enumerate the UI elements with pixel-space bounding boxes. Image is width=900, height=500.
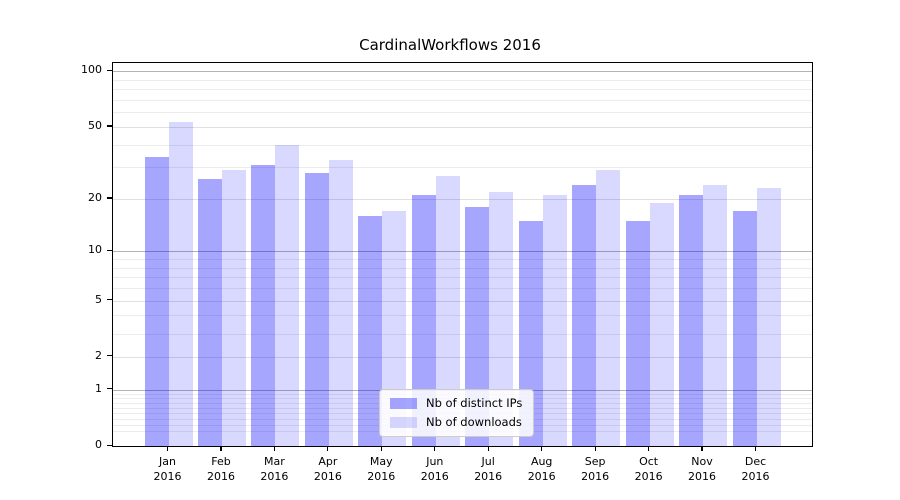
bar-aug-downloads [542,195,567,446]
x-tick-label-oct: Oct 2016 [634,455,663,483]
y-tick-label-0: 0 [95,438,102,451]
gridline-y-60 [113,112,812,114]
legend: Nb of distinct IPs Nb of downloads [379,389,535,437]
y-tick-label-20: 20 [88,190,102,204]
x-tick-label-aug: Aug 2016 [527,455,556,483]
y-tick-label-10: 10 [88,243,102,257]
y-tick-50 [107,125,112,127]
x-tick-sep [594,446,596,451]
x-tick-jan [166,446,169,451]
x-tick-jun [434,446,436,451]
gridline-y-7 [113,277,812,279]
y-tick-100 [107,69,112,72]
bar-jan-distinct-ips [144,157,169,446]
gridline-y-80 [113,89,812,91]
x-tick-label-may: May 2016 [367,455,396,483]
y-tick-label-50: 50 [88,118,102,132]
x-axis: Jan 2016 Feb 2016 Mar 2016 Apr 2016 May 2016… [112,445,811,500]
y-tick-0 [107,444,112,446]
legend-label-distinct-ips: Nb of distinct IPs [426,396,523,410]
y-tick-label-1: 1 [95,381,102,395]
bar-mar-downloads [275,144,300,446]
y-tick-label-5: 5 [95,292,102,306]
x-tick-label-apr: Apr 2016 [313,455,342,483]
y-tick-label-100: 100 [81,63,102,77]
bar-sep-distinct-ips [572,184,597,446]
bar-dec-distinct-ips [732,211,757,446]
bar-feb-downloads [222,169,246,446]
x-tick-label-feb: Feb 2016 [207,455,235,483]
legend-label-downloads: Nb of downloads [426,415,522,429]
x-tick-label-nov: Nov 2016 [688,455,716,483]
y-tick-label-2: 2 [95,348,102,362]
x-tick-label-jan: Jan 2016 [153,455,182,483]
bar-nov-distinct-ips [679,195,703,446]
x-tick-label-jul: Jul 2016 [474,455,503,483]
x-tick-label-mar: Mar 2016 [260,455,289,483]
x-tick-apr [327,446,329,451]
x-tick-label-sep: Sep 2016 [581,455,610,483]
bar-jan-downloads [168,122,193,446]
bar-dec-downloads [756,188,781,446]
gridline-y-100 [113,71,812,73]
gridline-y-90 [113,79,812,81]
gridline-y-30 [113,167,812,169]
y-tick-5 [107,299,112,301]
x-tick-mar [273,446,275,451]
x-tick-dec [754,446,757,451]
gridline-y-40 [113,144,812,146]
gridline-y-8 [113,267,812,269]
y-tick-1 [107,388,112,390]
legend-item-distinct-ips: Nb of distinct IPs [390,397,522,410]
chart-title: CardinalWorkflows 2016 [359,36,541,54]
gridline-y-50 [113,126,812,128]
y-tick-2 [107,355,112,357]
y-axis: 0 1 2 5 10 20 50 100 [0,62,112,451]
x-tick-feb [220,446,222,451]
x-tick-oct [648,446,650,451]
gridline-y-3 [113,333,812,335]
legend-swatch-downloads [390,417,417,428]
gridline-y-20 [113,198,812,200]
x-tick-nov [701,446,703,451]
gridline-y-2 [113,356,812,358]
gridline-y-4 [113,315,812,317]
bar-apr-downloads [328,159,353,446]
legend-swatch-distinct-ips [390,398,417,409]
x-tick-jul [487,446,489,451]
x-tick-may [380,446,382,451]
gridline-y-70 [113,100,812,101]
bar-feb-distinct-ips [198,178,222,446]
bar-sep-downloads [596,169,621,446]
bar-nov-downloads [703,184,727,446]
y-tick-20 [107,197,112,199]
x-tick-aug [541,446,543,451]
gridline-y-10 [113,251,812,253]
bar-oct-distinct-ips [625,220,650,446]
legend-item-downloads: Nb of downloads [390,416,522,429]
bar-may-distinct-ips [358,216,383,446]
bar-mar-distinct-ips [251,164,276,446]
y-tick-10 [107,249,112,252]
gridline-y-6 [113,288,812,290]
bar-apr-distinct-ips [304,172,329,446]
gridline-y-5 [113,300,812,302]
plot-area: Nb of distinct IPs Nb of downloads [112,62,813,447]
x-tick-label-jun: Jun 2016 [420,455,449,483]
bar-oct-downloads [649,202,674,446]
x-tick-label-dec: Dec 2016 [741,455,770,483]
gridline-y-9 [113,259,812,261]
